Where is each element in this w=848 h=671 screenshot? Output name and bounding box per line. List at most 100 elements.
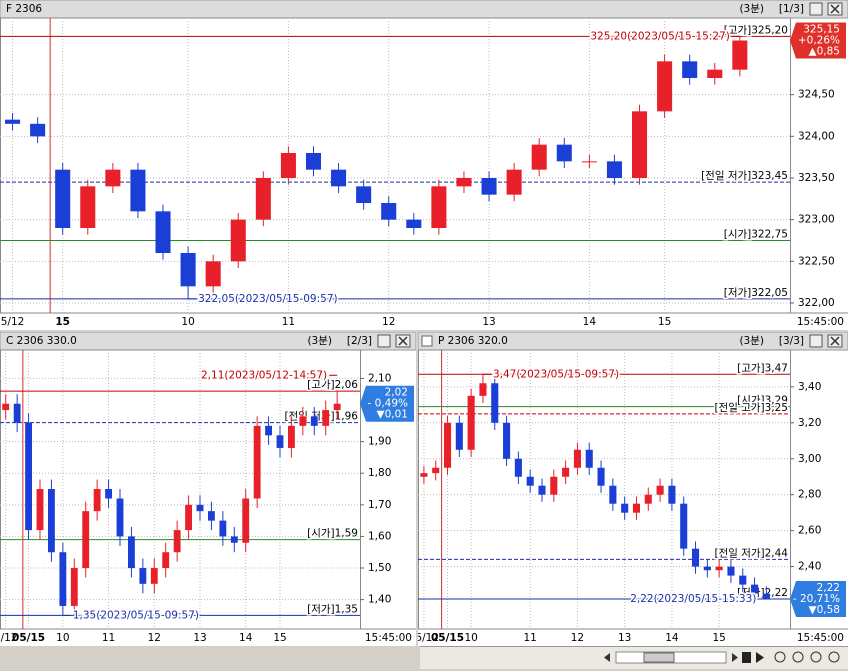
scroll-left[interactable] <box>604 653 610 662</box>
stop-button[interactable] <box>742 652 751 663</box>
reference-label: [시가]3,29 <box>737 395 788 407</box>
candle-body <box>609 485 617 504</box>
period: (3분) <box>739 335 764 347</box>
candle-body <box>715 566 723 571</box>
last-change-pct: - 0,49% <box>368 398 409 410</box>
zoom-out[interactable] <box>792 651 804 663</box>
candle-body <box>25 422 32 531</box>
candle-body <box>443 422 452 468</box>
candle-body <box>180 253 196 287</box>
x-tick-label: 12 <box>571 632 584 644</box>
candle-body <box>707 69 723 78</box>
x-tick-label: 5/12 <box>0 632 18 644</box>
period: (3분) <box>739 3 764 15</box>
scroll-right[interactable] <box>732 653 738 662</box>
candle-body <box>219 520 227 537</box>
checkbox[interactable] <box>421 335 433 347</box>
candle-body <box>621 503 629 513</box>
y-tick-label: 3,00 <box>798 453 821 465</box>
time-label: 15:45:00 <box>797 632 844 644</box>
x-tick-label: 13 <box>618 632 631 644</box>
y-tick-label: 1,80 <box>368 467 391 479</box>
candle-body <box>130 169 146 212</box>
candle-body <box>105 169 121 187</box>
settings[interactable] <box>828 651 840 663</box>
candle-body <box>196 504 204 512</box>
candle-body <box>644 494 652 504</box>
zoom-reset[interactable] <box>810 651 822 663</box>
candle-body <box>128 536 135 569</box>
period: (3분) <box>307 335 332 347</box>
y-tick-label: 1,60 <box>368 530 391 542</box>
candle-body <box>80 186 96 228</box>
reference-label: [저가]1,35 <box>307 603 358 615</box>
y-tick-label: 1,70 <box>368 499 391 511</box>
last-change-pct: - 20,71% <box>793 593 840 605</box>
x-tick-label: 10 <box>464 632 477 644</box>
candle-body <box>632 503 641 513</box>
maximize-button[interactable] <box>377 334 391 348</box>
panel-title: P 2306 320.0 <box>438 335 508 347</box>
candle-body <box>331 169 347 187</box>
y-tick-label: 324,50 <box>798 89 835 101</box>
candle-body <box>550 476 558 495</box>
candle-body <box>333 403 341 411</box>
candle-body <box>514 458 522 477</box>
y-tick-label: 322,50 <box>798 255 835 267</box>
candle-body <box>682 61 698 78</box>
reference-label: [고가]2,06 <box>307 379 358 391</box>
candle-body <box>230 219 246 262</box>
last-change-pct: +0,26% <box>798 35 840 47</box>
candle-body <box>276 435 284 448</box>
candle-body <box>155 211 171 253</box>
candle-body <box>432 467 440 474</box>
candle-body <box>280 153 296 178</box>
candle-body <box>30 123 46 137</box>
plot-area <box>418 349 791 630</box>
candle-body <box>13 403 21 423</box>
candle-body <box>242 498 250 543</box>
candle-body <box>299 416 307 426</box>
page: [3/3] <box>779 335 804 347</box>
reference-label: [저가]2,22 <box>737 587 788 599</box>
maximize-button[interactable] <box>809 2 823 16</box>
candle-body <box>48 489 55 553</box>
candle-body <box>208 511 215 521</box>
last-change: ▲0,85 <box>809 46 840 58</box>
scroll-thumb[interactable] <box>643 652 675 663</box>
x-tick-label: 15 <box>658 316 671 328</box>
y-tick-label: 2,80 <box>798 489 821 501</box>
y-tick-label: 3,20 <box>798 417 821 429</box>
last-price-box <box>360 385 414 422</box>
time-label: 15:45:00 <box>797 316 844 328</box>
x-tick-label: 12 <box>148 632 161 644</box>
close-x <box>830 336 840 346</box>
y-tick-label: 1,90 <box>368 436 391 448</box>
candle-body <box>703 566 711 571</box>
candle-body <box>727 566 735 576</box>
page: [1/3] <box>779 3 804 15</box>
x-tick-label: 10 <box>181 316 194 328</box>
page: [2/3] <box>347 335 372 347</box>
last-change: ▼0,58 <box>809 604 840 616</box>
maximize-button[interactable] <box>809 334 823 348</box>
zoom-in[interactable] <box>774 651 786 663</box>
y-tick-label: 323,00 <box>798 214 835 226</box>
y-tick-label: 2,10 <box>368 372 391 384</box>
candle-body <box>606 161 622 178</box>
candle-body <box>481 178 497 195</box>
candle-body <box>467 395 475 450</box>
candle-body <box>657 61 673 112</box>
candle-body <box>526 476 534 486</box>
last-price-box <box>790 22 846 59</box>
candle-body <box>59 552 67 606</box>
y-tick-label: 1,50 <box>368 562 391 574</box>
play-button[interactable] <box>756 652 764 663</box>
x-tick-label: 15 <box>55 316 70 328</box>
candle-body <box>230 536 238 543</box>
x-tick-label: 13 <box>193 632 206 644</box>
candle-body <box>356 186 372 203</box>
x-tick-label: 14 <box>583 316 597 328</box>
annotation: 2,22(2023/05/15-15:33) <box>630 593 756 605</box>
candle-body <box>381 203 397 220</box>
